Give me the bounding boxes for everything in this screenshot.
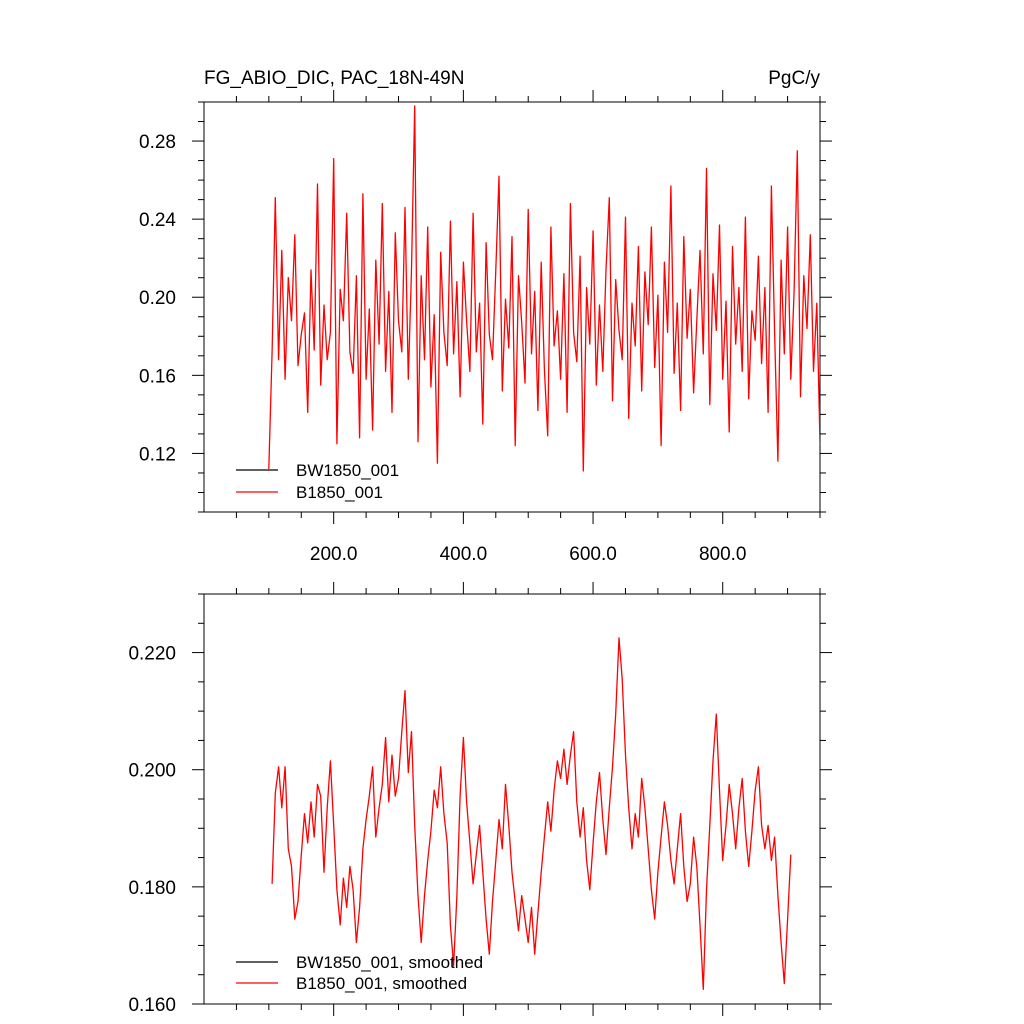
top-panel: FG_ABIO_DIC, PAC_18N-49N PgC/y 200.0 400.… bbox=[139, 68, 832, 565]
x-tick-label: 800.0 bbox=[699, 544, 747, 565]
legend-label-b1850-smoothed: B1850_001, smoothed bbox=[296, 974, 467, 993]
y-tick-label: 0.220 bbox=[128, 644, 176, 665]
bottom-panel: 0.160 0.180 0.200 0.220 BW1850_001, smoothe… bbox=[128, 582, 832, 1016]
y-tick-label: 0.200 bbox=[128, 761, 176, 782]
chart-title: FG_ABIO_DIC, PAC_18N-49N bbox=[204, 68, 464, 89]
y-tick-label: 0.12 bbox=[139, 444, 176, 465]
plot-frame bbox=[203, 101, 821, 513]
y-tick-labels: 0.12 0.16 0.20 0.24 0.28 bbox=[139, 132, 176, 465]
y-tick-label: 0.16 bbox=[139, 366, 176, 387]
tick-marks bbox=[192, 582, 832, 1016]
series-lines bbox=[268, 105, 820, 472]
series-line-b1850-001 bbox=[268, 105, 820, 472]
y-tick-label: 0.24 bbox=[139, 210, 176, 231]
legend: BW1850_001, smoothed B1850_001, smoothed bbox=[236, 953, 483, 993]
legend-label-bw1850-smoothed: BW1850_001, smoothed bbox=[296, 953, 483, 972]
x-tick-label: 200.0 bbox=[310, 544, 358, 565]
legend-label-bw1850: BW1850_001 bbox=[296, 461, 399, 480]
y-tick-label: 0.180 bbox=[128, 878, 176, 899]
x-tick-label: 600.0 bbox=[569, 544, 617, 565]
series-line-b1850-001-smoothed bbox=[271, 637, 792, 991]
legend: BW1850_001 B1850_001 bbox=[236, 461, 399, 502]
x-tick-labels: 200.0 400.0 600.0 800.0 bbox=[310, 544, 747, 565]
legend-label-b1850: B1850_001 bbox=[296, 483, 383, 502]
series-lines bbox=[271, 637, 792, 991]
y-tick-label: 0.28 bbox=[139, 132, 176, 153]
y-tick-label: 0.20 bbox=[139, 288, 176, 309]
y-tick-labels: 0.160 0.180 0.200 0.220 bbox=[128, 644, 176, 1016]
tick-marks bbox=[192, 90, 832, 524]
x-tick-label: 400.0 bbox=[440, 544, 488, 565]
y-tick-label: 0.160 bbox=[128, 995, 176, 1016]
units-label: PgC/y bbox=[768, 68, 820, 89]
